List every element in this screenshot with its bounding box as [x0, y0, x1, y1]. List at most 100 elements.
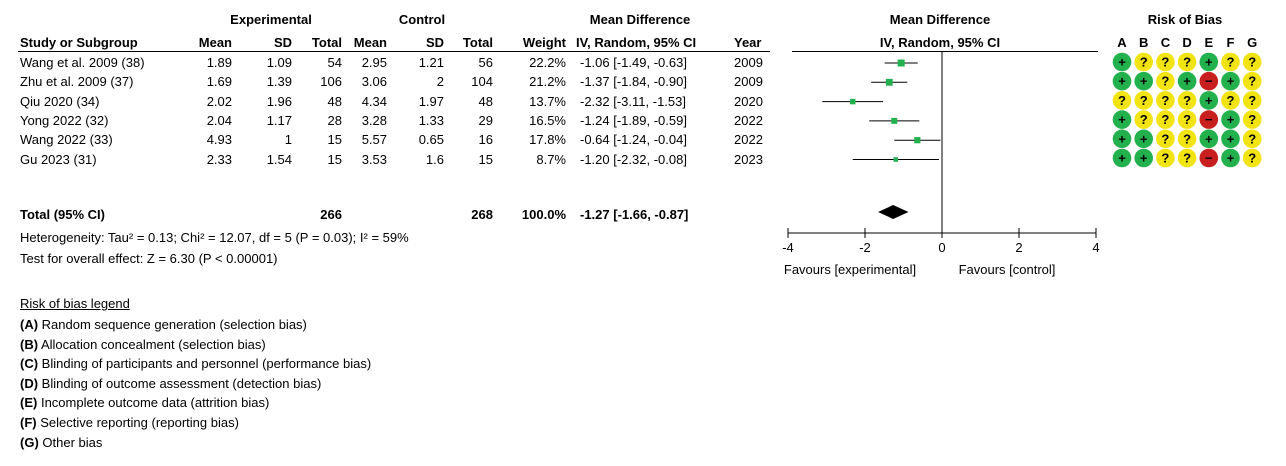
rob-circle [1156, 71, 1175, 91]
rob-circle [1199, 52, 1219, 72]
rob-circle [1177, 148, 1197, 168]
ctl-mean-header: Mean [353, 35, 387, 50]
experimental-header: Experimental [230, 12, 312, 27]
rob-legend-text: Blinding of participants and personnel (… [38, 356, 372, 372]
overall-effect-text: Test for overall effect: Z = 6.30 (P < 0… [20, 251, 278, 266]
rob-symbol: ? [1140, 112, 1148, 127]
rob-legend-text: Allocation concealment (selection bias) [38, 336, 266, 352]
ctl-sd: 1.97 [418, 93, 444, 109]
ctl-total: 48 [478, 93, 493, 109]
rob-circle [1156, 129, 1175, 149]
rob-circle [1221, 129, 1240, 149]
year: 2023 [734, 151, 763, 167]
rob-circle [1221, 91, 1240, 110]
ctl-total: 15 [478, 151, 493, 167]
ctl-sd: 2 [436, 74, 444, 90]
rob-legend-text: Incomplete outcome data (attrition bias) [37, 395, 270, 411]
rob-symbol: + [1205, 131, 1213, 146]
rob-circle [1177, 71, 1197, 91]
rob-circle [1242, 148, 1262, 168]
rob-circle [1177, 52, 1197, 72]
study-name: Gu 2023 (31) [20, 151, 97, 167]
ctl-total: 104 [471, 74, 493, 90]
rob-legend-text: Other bias [38, 434, 103, 450]
rob-symbol: + [1227, 112, 1235, 127]
rob-symbol: ? [1227, 93, 1235, 108]
rob-circle [1112, 71, 1132, 91]
rob-circle [1242, 110, 1262, 129]
rob-circle [1199, 71, 1219, 91]
favours-experimental: Favours [experimental] [783, 262, 917, 277]
rob-symbol: + [1118, 131, 1126, 146]
rob-symbol: ? [1118, 93, 1126, 108]
rob-symbol: ? [1183, 55, 1191, 70]
rob-circle [1242, 52, 1262, 72]
rob-circle [1134, 148, 1153, 168]
study-name: Yong 2022 (32) [20, 112, 109, 128]
study-column-header: Study or Subgroup [20, 35, 138, 50]
ctl-mean: 3.06 [361, 74, 387, 90]
ci: -1.24 [-1.89, -0.59] [580, 112, 687, 128]
rob-legend-key: (D) [20, 375, 39, 391]
year: 2022 [734, 112, 763, 128]
rob-symbol: ? [1161, 93, 1169, 108]
x-tick-label: -4 [782, 240, 794, 255]
rob-symbol: ? [1248, 131, 1256, 146]
exp-sd: 1 [284, 132, 292, 148]
favours-control: Favours [control] [958, 262, 1056, 277]
study-name: Wang 2022 (33) [20, 132, 113, 148]
exp-total: 15 [327, 151, 342, 167]
rob-symbol: + [1205, 93, 1213, 108]
rob-letter: B [1138, 35, 1149, 50]
point-marker [897, 59, 905, 67]
ctl-mean: 5.57 [361, 132, 387, 148]
ctl-total-header: Total [462, 35, 493, 50]
rob-circle [1112, 110, 1132, 129]
ci: -1.20 [-2.32, -0.08] [580, 151, 687, 167]
rob-symbol: + [1183, 74, 1191, 89]
rob-circle [1156, 148, 1175, 168]
total-ctl: 268 [471, 207, 493, 222]
point-marker [891, 117, 898, 124]
ctl-sd: 1.33 [418, 112, 444, 128]
exp-mean: 1.89 [206, 55, 232, 70]
rob-symbol: ? [1161, 55, 1169, 70]
mean-difference-header: Mean Difference [589, 12, 691, 27]
exp-total: 28 [327, 112, 342, 128]
rob-legend-item: (A) Random sequence generation (selectio… [20, 317, 307, 333]
rob-symbol: − [1205, 112, 1213, 127]
rob-symbol: ? [1183, 93, 1191, 108]
point-marker [849, 98, 856, 105]
rob-legend-key: (F) [20, 415, 37, 430]
exp-sd: 1.09 [266, 55, 292, 70]
rob-circle [1134, 71, 1153, 91]
ctl-total: 56 [478, 55, 493, 70]
rob-symbol: − [1205, 74, 1213, 89]
weight: 22.2% [529, 55, 566, 70]
ci: -2.32 [-3.11, -1.53] [580, 93, 686, 109]
rob-circle [1242, 129, 1262, 149]
exp-mean: 4.93 [206, 132, 232, 148]
study-name: Qiu 2020 (34) [20, 93, 100, 109]
year: 2020 [734, 93, 763, 109]
rob-title: Risk of Bias [1147, 12, 1223, 27]
rob-circle [1134, 91, 1153, 110]
method-header: IV, Random, 95% CI [576, 35, 697, 50]
rob-symbol: ? [1248, 151, 1256, 166]
rob-letter: G [1247, 35, 1258, 50]
weight: 13.7% [529, 93, 566, 109]
year: 2009 [734, 74, 763, 90]
rob-symbol: ? [1140, 55, 1148, 70]
rob-legend-text: Random sequence generation (selection bi… [38, 317, 307, 332]
rob-symbol: ? [1161, 112, 1169, 127]
point-marker [914, 137, 921, 144]
rob-symbol: ? [1248, 74, 1256, 89]
ctl-sd-header: SD [425, 35, 444, 50]
rob-symbol: ? [1140, 93, 1148, 108]
study-name: Wang et al. 2009 (38) [20, 55, 145, 70]
rob-circle [1112, 91, 1132, 110]
weight: 17.8% [529, 132, 566, 148]
rob-symbol: − [1205, 151, 1213, 166]
rob-symbol: + [1205, 55, 1213, 70]
